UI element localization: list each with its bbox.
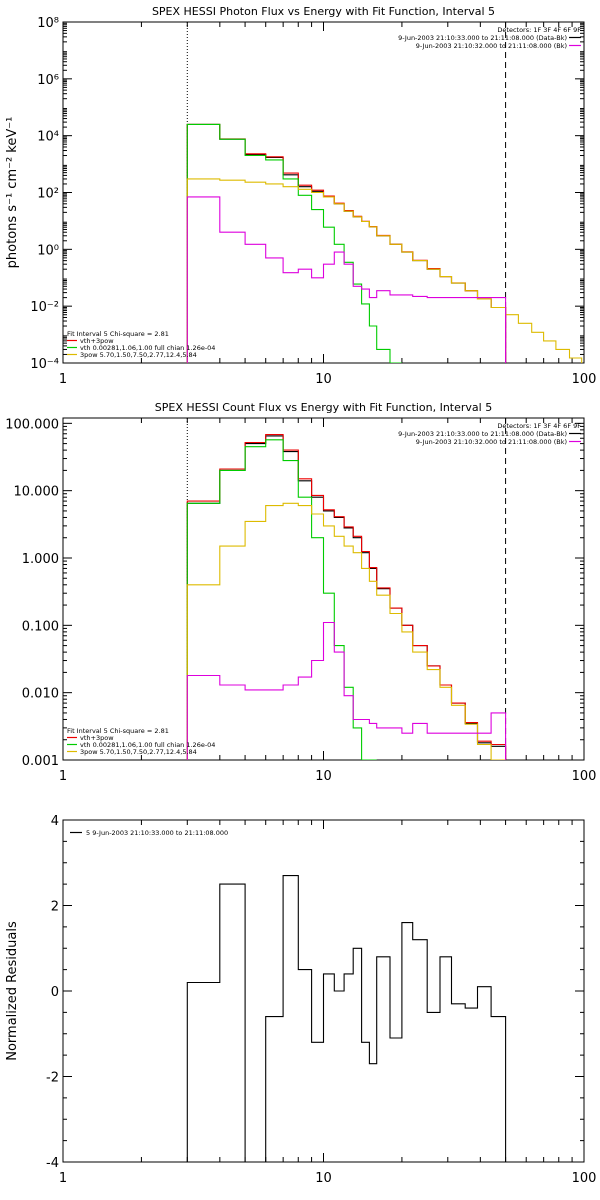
y-tick-label: 10² <box>37 187 59 202</box>
legend-header: Detectors: 1F 3F 4F 6F 9F <box>497 422 581 430</box>
x-tick-label: 100 <box>572 769 597 784</box>
y-tick-label: 2 <box>51 900 59 915</box>
y-axis-label: photons s⁻¹ cm⁻² keV⁻¹ <box>5 117 20 269</box>
y-tick-label: 1.000 <box>22 552 59 567</box>
y-tick-label: 100.000 <box>5 417 59 432</box>
y-tick-label: 0 <box>51 985 59 1000</box>
y-tick-label: -4 <box>46 1156 59 1171</box>
y-tick-label: 10⁸ <box>37 16 59 31</box>
legend-entry-label: 9-Jun-2003 21:10:32.000 to 21:11:08.000 … <box>416 42 567 50</box>
x-tick-label: 100 <box>572 372 597 387</box>
series-line-5 <box>186 621 507 760</box>
series-line-1 <box>186 875 507 1162</box>
x-tick-label: 100 <box>572 1171 597 1186</box>
legend-top: Detectors: 1F 3F 4F 6F 9F9-Jun-2003 21:1… <box>398 422 581 446</box>
chart-title: SPEX HESSI Count Flux vs Energy with Fit… <box>155 401 492 414</box>
x-tick-label: 10 <box>315 1171 332 1186</box>
series-line-3 <box>186 123 402 363</box>
legend-entry-label: 3pow 5.70,1.50,7.50,2.77,12.4,5.84 <box>80 351 197 359</box>
legend-entry-label: 9-Jun-2003 21:10:33.000 to 21:11:08.000 … <box>398 34 567 42</box>
y-tick-label: 10⁻⁴ <box>30 357 59 372</box>
x-tick-label: 10 <box>315 769 332 784</box>
legend-entry-label: vth+3pow <box>80 734 114 742</box>
y-tick-label: 10⁻² <box>30 300 59 315</box>
chart-panel-1: SPEX HESSI Photon Flux vs Energy with Fi… <box>5 5 596 387</box>
legend-entry-label: 3pow 5.70,1.50,7.50,2.77,12.4,5.84 <box>80 748 197 756</box>
y-tick-label: -2 <box>46 1071 59 1086</box>
legend-entry-label: 5 9-Jun-2003 21:10:33.000 to 21:11:08.00… <box>86 829 228 837</box>
series-line-5 <box>186 196 507 363</box>
y-axis-label: Normalized Residuals <box>5 921 20 1061</box>
series-line-1 <box>186 123 507 363</box>
legend-entry-label: 9-Jun-2003 21:10:32.000 to 21:11:08.000 … <box>416 438 567 446</box>
y-tick-label: 10⁰ <box>37 243 59 258</box>
legend-entry-label: 9-Jun-2003 21:10:33.000 to 21:11:08.000 … <box>398 430 567 438</box>
x-tick-label: 1 <box>59 372 67 387</box>
fit-summary-text: Fit Interval 5 Chi-square = 2.81 <box>67 330 169 338</box>
chart-panel-3: 1 10 100 -4 -2 0 2 4 Normalized Residuals 5 9-Jun… <box>5 814 596 1186</box>
chart-panel-2: SPEX HESSI Count Flux vs Energy with Fit… <box>5 401 596 784</box>
legend-entry-label: vth 0.00281,1.06,1.00 full chian 1.26e-0… <box>80 741 215 749</box>
legend-bottom: Fit Interval 5 Chi-square = 2.81vth+3pow… <box>67 727 215 756</box>
y-tick-label: 10⁶ <box>37 73 59 88</box>
series-line-2 <box>186 434 507 760</box>
y-tick-label: 0.001 <box>22 754 59 769</box>
series-line-1 <box>186 435 507 760</box>
series-line-2 <box>186 123 507 363</box>
y-tick-label: 4 <box>51 814 59 829</box>
legend-bottom: Fit Interval 5 Chi-square = 2.81vth+3pow… <box>67 330 215 359</box>
legend-top: 5 9-Jun-2003 21:10:33.000 to 21:11:08.00… <box>70 829 228 837</box>
legend-entry-label: vth+3pow <box>80 337 114 345</box>
legend-top: Detectors: 1F 3F 4F 6F 9F9-Jun-2003 21:1… <box>398 26 581 50</box>
fit-summary-text: Fit Interval 5 Chi-square = 2.81 <box>67 727 169 735</box>
x-tick-label: 1 <box>59 769 67 784</box>
legend-entry-label: vth 0.00281,1.06,1.00 full chian 1.26e-0… <box>80 344 215 352</box>
series-line-4 <box>186 502 506 760</box>
x-tick-label: 10 <box>315 372 332 387</box>
y-tick-label: 0.100 <box>22 619 59 634</box>
y-tick-label: 10.000 <box>14 485 60 500</box>
series-line-4 <box>186 178 583 363</box>
x-tick-label: 1 <box>59 1171 67 1186</box>
legend-header: Detectors: 1F 3F 4F 6F 9F <box>497 26 581 34</box>
y-tick-label: 10⁴ <box>37 130 59 145</box>
chart-title: SPEX HESSI Photon Flux vs Energy with Fi… <box>152 5 495 18</box>
series-line-3 <box>186 439 377 760</box>
y-tick-label: 0.010 <box>22 687 59 702</box>
